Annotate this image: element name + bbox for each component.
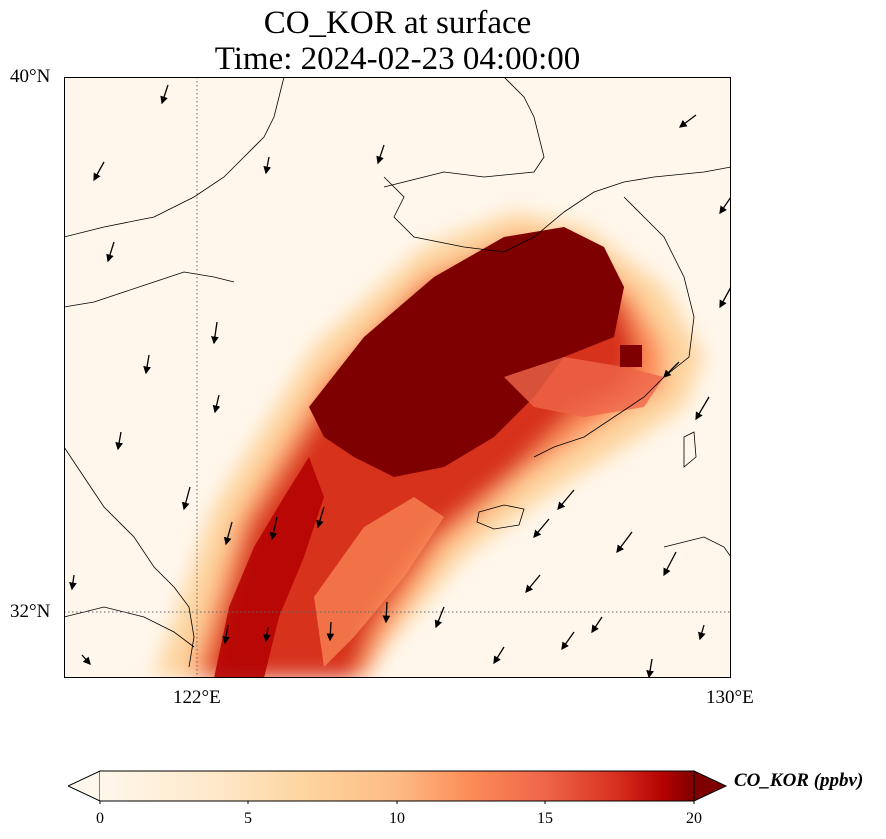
colorbar-gradient	[100, 771, 694, 801]
colorbar-tick-0: 0	[96, 810, 104, 827]
wind-arrow	[382, 601, 391, 624]
wind-arrow	[212, 394, 221, 414]
wind-arrow	[115, 431, 123, 451]
wind-arrow	[69, 574, 77, 591]
wind-arrow	[695, 396, 710, 421]
wind-arrow	[326, 621, 335, 642]
wind-arrow	[591, 616, 603, 634]
wind-arrow	[663, 361, 680, 378]
colorbar-tick-15: 15	[537, 810, 553, 827]
colorbar-tick-20: 20	[686, 810, 702, 827]
wind-arrow	[493, 646, 505, 665]
coastlines	[64, 77, 731, 668]
map-plot-area	[64, 77, 731, 678]
map-frame	[64, 77, 731, 678]
lon-label-130e: 130°E	[706, 687, 754, 708]
colorbar-label: CO_KOR (ppbv)	[734, 770, 864, 791]
lat-label-40n: 40°N	[10, 66, 51, 87]
colorbar-tick-10: 10	[389, 810, 405, 827]
map-title: CO_KOR at surface	[263, 5, 532, 41]
lon-label-122e: 122°E	[173, 687, 221, 708]
wind-arrow	[211, 321, 219, 345]
wind-arrow	[316, 506, 325, 529]
wind-arrow	[143, 354, 151, 375]
colorbar-extend-high	[693, 770, 728, 802]
wind-arrow	[616, 531, 633, 554]
wind-arrow	[646, 658, 654, 678]
wind-arrow	[525, 574, 541, 594]
wind-arrow	[376, 144, 385, 165]
concentration-field	[154, 212, 704, 678]
colorbar	[68, 770, 728, 804]
colorbar-extend-low	[68, 770, 101, 802]
gridlines	[64, 77, 731, 678]
wind-arrow	[181, 486, 191, 511]
wind-arrow	[719, 196, 731, 215]
wind-arrow	[269, 516, 278, 541]
wind-arrow	[698, 624, 706, 641]
wind-arrow	[533, 518, 550, 538]
wind-arrow	[678, 114, 697, 128]
wind-arrow	[93, 161, 105, 182]
wind-arrow	[223, 521, 233, 546]
wind-arrow	[222, 624, 230, 645]
wind-vectors	[69, 84, 731, 678]
lat-label-32n: 32°N	[10, 601, 51, 622]
wind-arrow	[263, 626, 271, 643]
wind-arrow	[263, 156, 272, 175]
wind-arrow	[81, 654, 91, 665]
wind-arrow	[719, 286, 731, 309]
wind-arrow	[561, 631, 575, 651]
wind-arrow	[557, 489, 575, 510]
colorbar-tick-5: 5	[244, 810, 252, 827]
wind-arrow	[434, 606, 445, 629]
wind-arrow	[160, 84, 169, 105]
map-subtitle-time: Time: 2024-02-23 04:00:00	[214, 41, 581, 77]
wind-arrow	[663, 551, 677, 577]
wind-arrow	[106, 241, 115, 263]
